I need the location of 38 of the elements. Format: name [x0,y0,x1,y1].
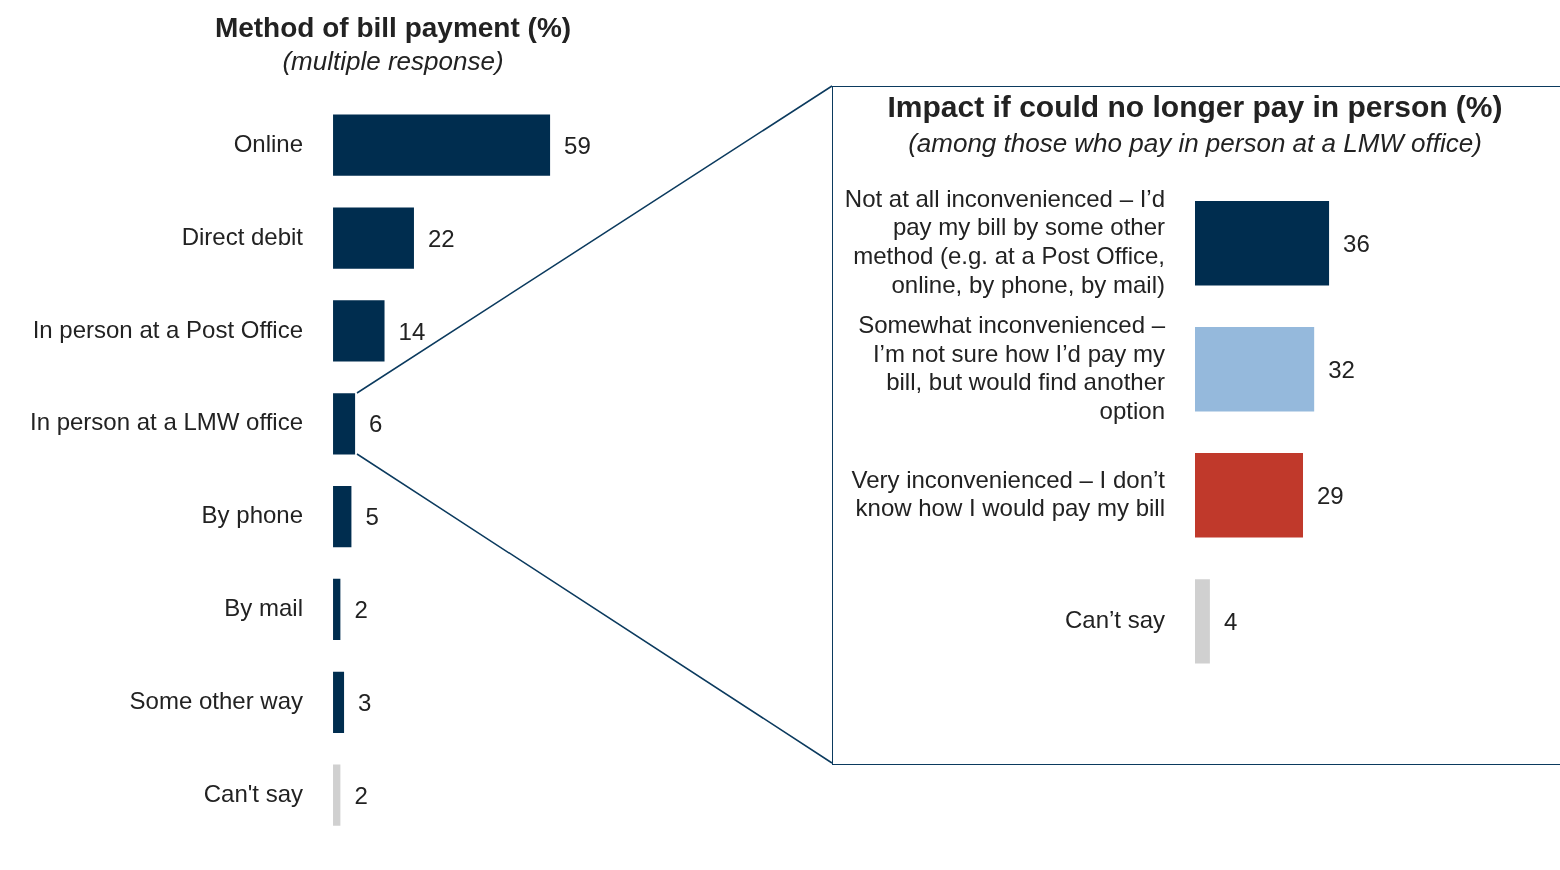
bar [333,393,356,455]
chart-title: Method of bill payment (%) [214,11,572,43]
y-tick-label: By phone [201,501,304,529]
data-label: 29 [1317,481,1344,509]
y-tick-label: Some other way [129,686,304,714]
bar [333,671,345,733]
bar [333,114,551,176]
y-tick-label: Not at all inconvenienced – I’d pay my bill by some other method (e.g. at a Post Office, online, by phone, by mail) [844,184,1166,299]
y-tick-label: In person at a LMW office [29,408,304,436]
data-label: 5 [365,503,379,531]
bar [333,207,414,269]
data-label: 2 [354,596,368,624]
data-label: 36 [1343,229,1370,257]
data-label: 22 [427,224,455,252]
bar [1195,201,1330,286]
data-label: 3 [358,688,372,716]
data-label: 32 [1328,355,1355,383]
chart-title: Impact if could no longer pay in person (%) [887,90,1503,124]
data-label: 6 [369,410,383,438]
y-tick-label: Can’t say [1064,606,1165,633]
y-tick-label: By mail [224,594,304,622]
chart-subtitle: (among those who pay in person at a LMW office) [908,127,1482,158]
y-tick-label: Can't say [203,779,304,807]
chart-subtitle: (multiple response) [282,46,504,77]
y-tick-label: Somewhat inconvenienced – I’m not sure how I’d pay my bill, but would find another option [858,310,1166,425]
bar [333,485,352,548]
data-label: 4 [1223,608,1238,635]
bar [1195,579,1210,664]
y-tick-label: Direct debit [181,222,304,250]
data-label: 2 [354,781,368,809]
y-tick-label: Very inconvenienced – I don’t know how I would pay my bill [851,465,1166,522]
bar [1195,453,1303,538]
bar [1195,327,1315,412]
bar [333,300,385,362]
y-tick-label: Online [233,129,304,157]
y-tick-label: In person at a Post Office [32,315,304,343]
data-label: 14 [398,317,426,345]
data-label: 59 [564,131,591,159]
